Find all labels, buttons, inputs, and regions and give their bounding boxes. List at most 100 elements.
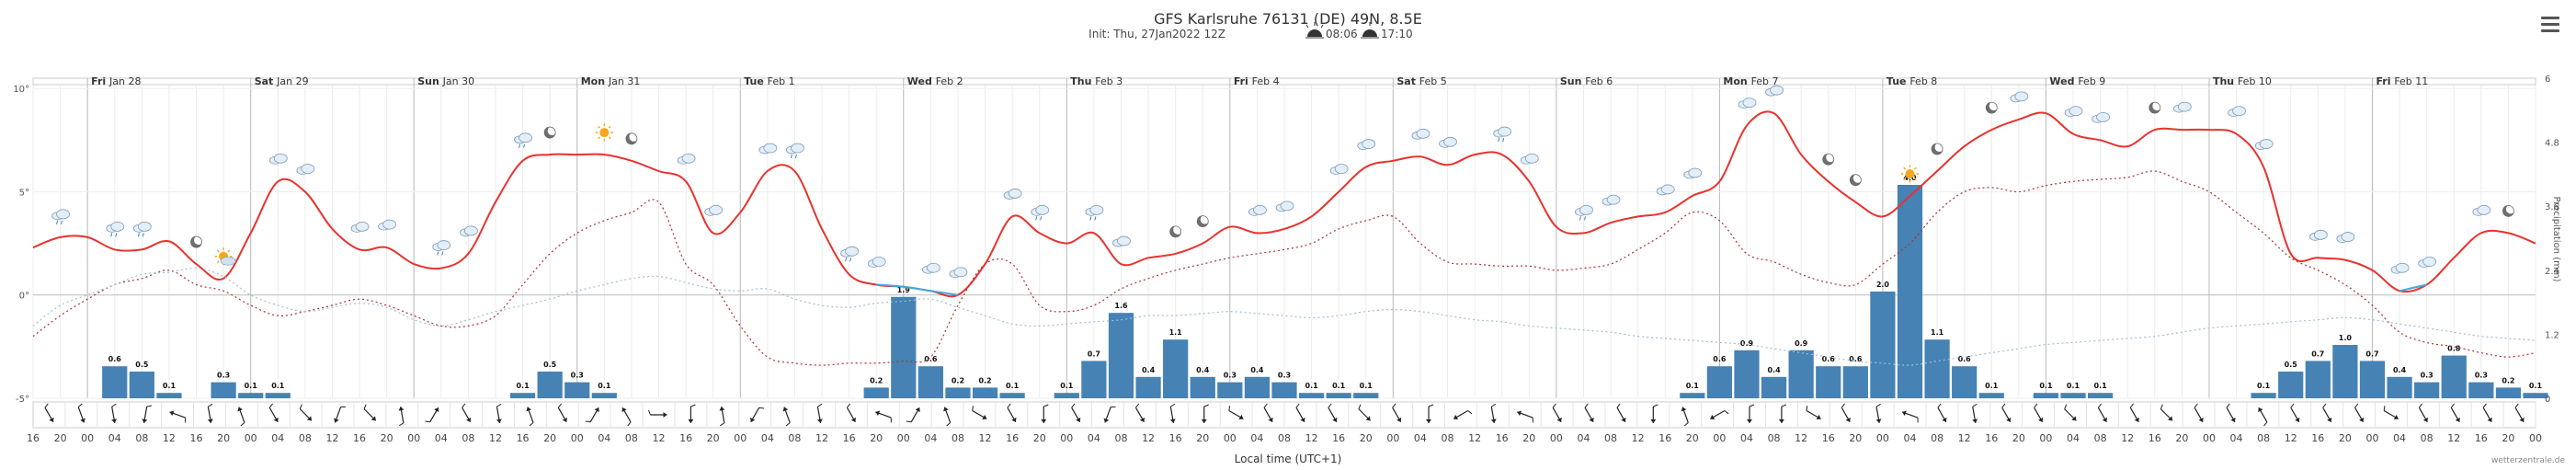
x-tick-label: 04: [108, 432, 121, 444]
wind-arrow-icon: [1806, 406, 1821, 420]
wind-head: [1589, 417, 1594, 422]
x-tick-label: 20: [2175, 432, 2188, 444]
day-label: Sun Jan 30: [417, 75, 474, 87]
wind-arrow-icon: [1103, 406, 1116, 423]
wind-head: [237, 407, 243, 412]
x-tick-label: 00: [2203, 432, 2216, 444]
x-tick-label: 20: [54, 432, 67, 444]
cloud-icon: [949, 267, 968, 279]
x-tick-label: 08: [1278, 432, 1291, 444]
wind-arrow-icon: [1228, 406, 1244, 420]
wind-arrow-icon: [875, 410, 892, 423]
precip-bar-label: 0.1: [271, 382, 285, 390]
precip-bar: [1217, 382, 1243, 398]
cloud-icon: [1357, 139, 1376, 150]
wind-barb: [1584, 403, 1589, 408]
moon-cut: [1989, 101, 1999, 111]
precip-bar: [1788, 350, 1814, 398]
x-tick-label: 12: [653, 432, 666, 444]
wind-head: [207, 418, 213, 423]
chart-menu-button[interactable]: [2537, 13, 2563, 35]
x-tick-label: 00: [1713, 432, 1726, 444]
x-tick-label: 00: [81, 432, 94, 444]
precip-bar-label: 0.6: [1958, 355, 1972, 363]
wind-arrow-icon: [2001, 403, 2012, 423]
moon-rim: [625, 132, 638, 145]
wind-arrow-icon: [1426, 404, 1434, 423]
wind-arrow-icon: [2258, 407, 2268, 427]
series-line-2: [32, 170, 2536, 366]
sun-ray: [1913, 178, 1917, 181]
cloud-shape: [926, 262, 940, 273]
wind-arrow-icon: [972, 406, 987, 420]
precip-bar-label: 0.1: [245, 382, 258, 390]
cloud-shape: [953, 267, 968, 278]
wind-arrow-icon: [816, 403, 823, 423]
wind-barb: [2450, 403, 2455, 408]
precip-bar-label: 0.1: [1060, 382, 1074, 390]
x-tick-label: 04: [598, 432, 610, 444]
sun-ray: [1903, 178, 1907, 181]
wind-barb: [1111, 406, 1116, 408]
wind-barb: [268, 403, 273, 408]
y-right-tick: 0: [2545, 395, 2550, 405]
x-tick-label: 08: [788, 432, 801, 444]
wind-arrow-icon: [621, 407, 632, 427]
cloud-icon: [2336, 232, 2355, 243]
precip-bar-label: 2.0: [1876, 281, 1890, 289]
cloud-icon: [704, 204, 724, 216]
x-tick-label: 12: [489, 432, 502, 444]
x-tick-label: 12: [1468, 432, 1481, 444]
precip-bar-label: 0.2: [870, 376, 883, 384]
cloud-shape: [2422, 257, 2437, 267]
wind-arrow-icon: [2160, 404, 2173, 421]
cloud-shape: [1035, 204, 1050, 215]
x-tick-label: 12: [1632, 432, 1645, 444]
wind-arrow-icon: [1453, 409, 1473, 420]
wind-head: [434, 407, 439, 413]
moon-icon: [2149, 101, 2162, 114]
rain-drop: [1094, 216, 1097, 221]
wind-barb: [1263, 403, 1268, 408]
sunset-time: 17:10: [1381, 28, 1413, 40]
cloud-rain-icon: [1085, 204, 1104, 221]
wind-head: [562, 417, 567, 422]
wind-arrow-icon: [648, 409, 667, 418]
wind-head: [1816, 414, 1821, 420]
moon-rim: [190, 235, 202, 248]
wind-head: [875, 410, 881, 417]
precip-bar: [918, 366, 943, 398]
precip-bar: [2387, 376, 2412, 398]
wind-arrow-icon: [1295, 403, 1305, 423]
wind-arrow-icon: [2354, 403, 2365, 423]
wind-barb: [240, 422, 245, 427]
cloud-icon: [378, 219, 397, 231]
wind-arrow-icon: [2194, 403, 2204, 423]
wind-arrow-icon: [1584, 403, 1594, 423]
precip-bar: [1353, 393, 1379, 398]
wind-head: [2071, 416, 2077, 421]
wind-barb: [1358, 404, 1362, 409]
precip-bar-label: 0.1: [516, 382, 530, 390]
x-tick-label: 20: [707, 432, 720, 444]
moon-cut: [547, 126, 557, 136]
wind-arrow-icon: [2290, 403, 2300, 423]
wind-arrow-icon: [1747, 404, 1755, 423]
precip-bar-label: 0.6: [1713, 355, 1727, 363]
day-label: Sat Jan 29: [255, 75, 309, 87]
wind-head: [370, 416, 376, 421]
sun-ray: [216, 249, 220, 253]
precip-bar-label: 0.1: [1985, 382, 1999, 390]
wind-barb: [1467, 410, 1473, 415]
moon-icon: [2502, 204, 2515, 217]
x-tick-label: 12: [815, 432, 828, 444]
x-tick-label: 16: [1985, 432, 1998, 444]
wind-head: [1453, 414, 1459, 420]
moon-rim: [1985, 101, 1998, 114]
x-tick-label: 00: [897, 432, 910, 444]
wind-barb: [1007, 403, 1011, 408]
rain-drop: [849, 258, 852, 262]
moon-icon: [1985, 101, 1999, 114]
wind-head: [719, 407, 725, 411]
precip-bar-label: 0.8: [2447, 345, 2461, 353]
